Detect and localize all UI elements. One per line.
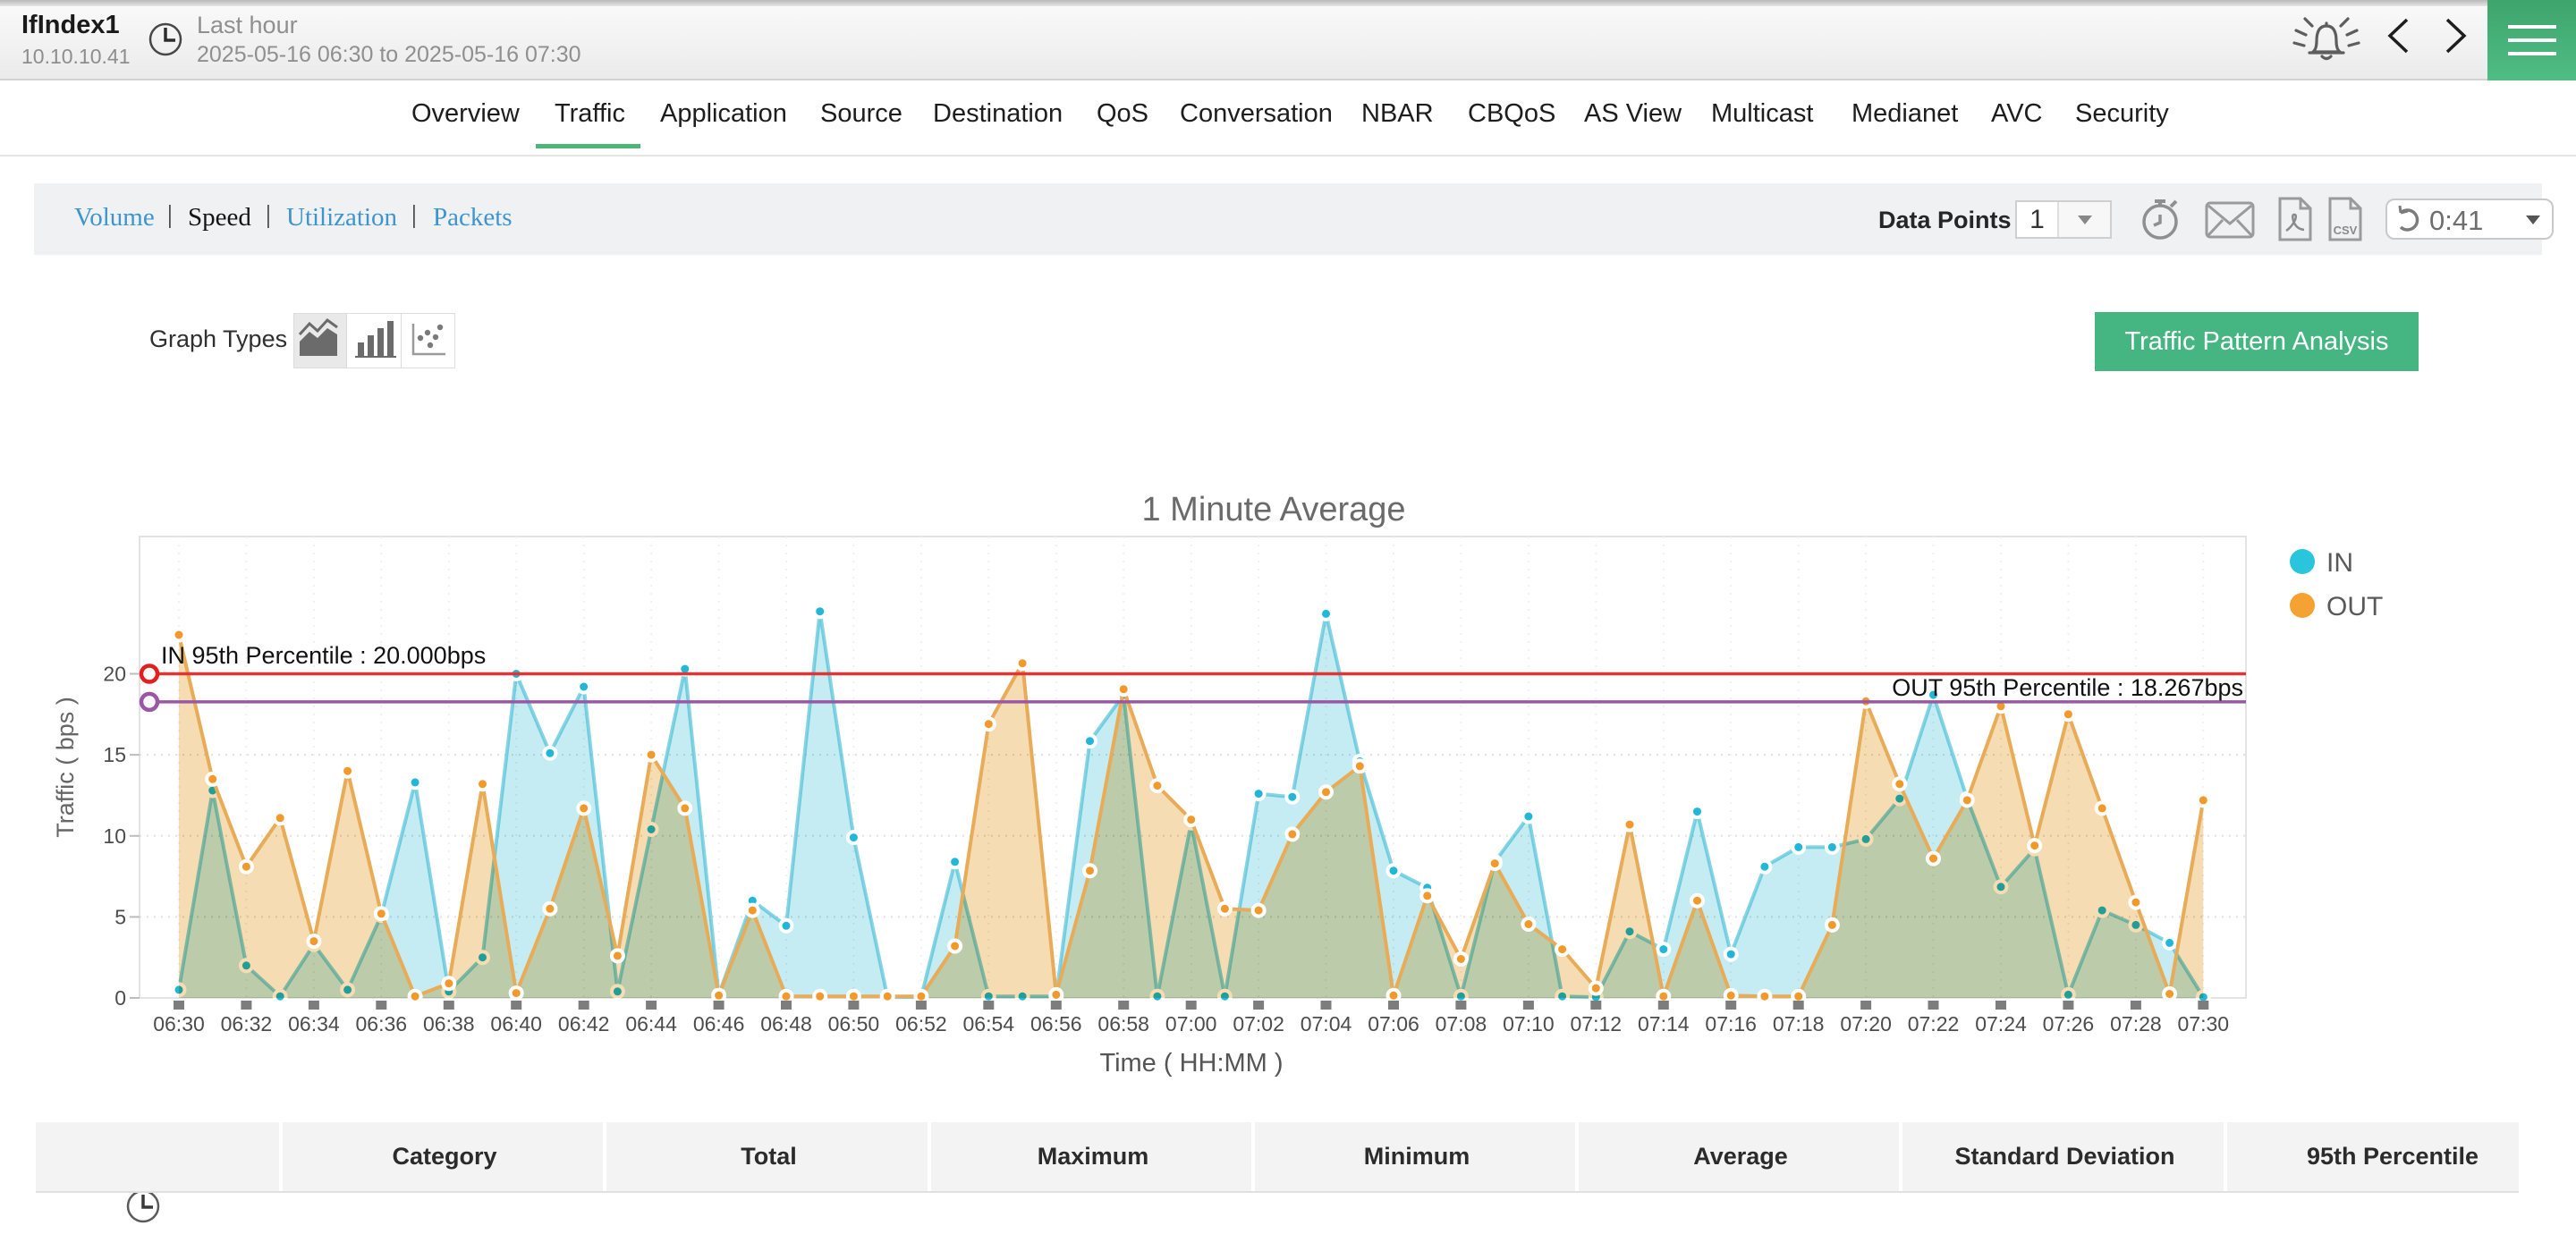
svg-text:07:10: 07:10 xyxy=(1503,1012,1555,1035)
svg-text:07:30: 07:30 xyxy=(2178,1012,2230,1035)
svg-text:07:00: 07:00 xyxy=(1165,1012,1217,1035)
svg-text:07:28: 07:28 xyxy=(2110,1012,2162,1035)
svg-text:0: 0 xyxy=(114,986,126,1010)
svg-text:IN 95th Percentile : 20.000bps: IN 95th Percentile : 20.000bps xyxy=(161,642,486,669)
svg-text:1 Minute Average: 1 Minute Average xyxy=(1141,491,1405,528)
svg-text:IN: IN xyxy=(2326,548,2353,578)
svg-text:07:06: 07:06 xyxy=(1368,1012,1419,1035)
svg-text:07:22: 07:22 xyxy=(1908,1012,1960,1035)
svg-text:06:50: 06:50 xyxy=(828,1012,880,1035)
svg-text:06:46: 06:46 xyxy=(693,1012,745,1035)
svg-text:06:38: 06:38 xyxy=(423,1012,475,1035)
svg-text:Time ( HH:MM ): Time ( HH:MM ) xyxy=(1099,1049,1283,1078)
svg-text:07:24: 07:24 xyxy=(1975,1012,2027,1035)
svg-text:OUT 95th Percentile : 18.267bp: OUT 95th Percentile : 18.267bps xyxy=(1892,674,2243,701)
svg-text:07:04: 07:04 xyxy=(1301,1012,1352,1035)
svg-text:06:54: 06:54 xyxy=(963,1012,1015,1035)
svg-text:06:42: 06:42 xyxy=(558,1012,610,1035)
svg-text:06:58: 06:58 xyxy=(1097,1012,1149,1035)
svg-text:15: 15 xyxy=(103,743,126,766)
svg-text:20: 20 xyxy=(103,663,126,686)
svg-text:CSV: CSV xyxy=(2334,224,2358,237)
svg-text:07:16: 07:16 xyxy=(1705,1012,1757,1035)
svg-text:07:08: 07:08 xyxy=(1436,1012,1487,1035)
svg-text:06:30: 06:30 xyxy=(153,1012,205,1035)
svg-text:07:20: 07:20 xyxy=(1840,1012,1892,1035)
svg-text:OUT: OUT xyxy=(2326,592,2383,621)
svg-text:06:56: 06:56 xyxy=(1030,1012,1082,1035)
svg-text:Traffic ( bps ): Traffic ( bps ) xyxy=(52,697,79,838)
svg-text:07:12: 07:12 xyxy=(1571,1012,1623,1035)
svg-text:5: 5 xyxy=(114,905,126,928)
svg-text:07:26: 07:26 xyxy=(2043,1012,2095,1035)
svg-text:07:14: 07:14 xyxy=(1638,1012,1690,1035)
svg-text:06:36: 06:36 xyxy=(356,1012,408,1035)
svg-text:10: 10 xyxy=(103,824,126,848)
svg-text:06:52: 06:52 xyxy=(895,1012,947,1035)
svg-text:06:34: 06:34 xyxy=(288,1012,340,1035)
svg-text:06:48: 06:48 xyxy=(760,1012,812,1035)
svg-text:07:18: 07:18 xyxy=(1773,1012,1825,1035)
svg-text:06:32: 06:32 xyxy=(221,1012,273,1035)
svg-text:06:40: 06:40 xyxy=(490,1012,542,1035)
svg-text:06:44: 06:44 xyxy=(625,1012,677,1035)
svg-text:07:02: 07:02 xyxy=(1233,1012,1284,1035)
